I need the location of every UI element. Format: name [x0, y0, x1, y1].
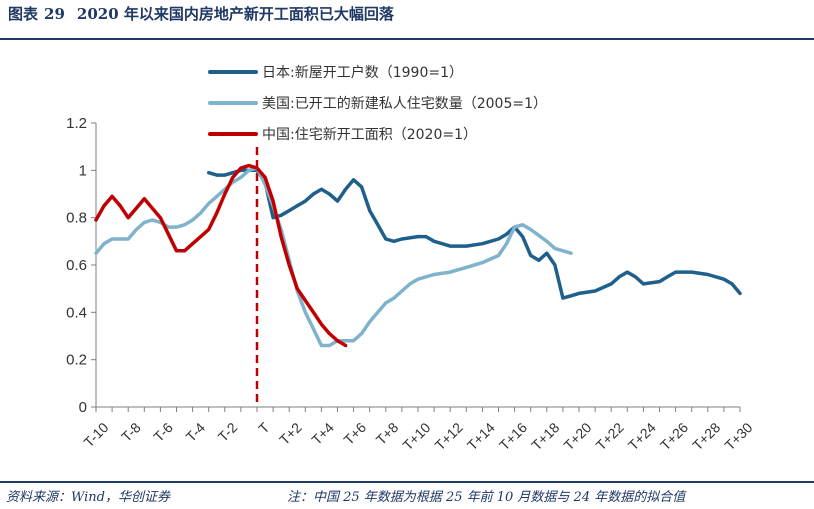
- x-tick-label: T: [255, 419, 273, 437]
- y-tick-label: 0: [79, 399, 87, 416]
- legend-china-label: 中国:住宅新开工面积（2020=1）: [262, 127, 477, 143]
- x-tick-label: T+10: [399, 419, 433, 453]
- line-chart: 0 0.2 0.4 0.6 0.8 1 1.2 T-10 T-8 T-6 T-4 T-2 T T+2 T+4…: [66, 64, 756, 453]
- x-tick-label: T+16: [496, 419, 530, 453]
- x-tick-label: T+28: [689, 419, 723, 453]
- x-tick-label: T+4: [308, 419, 337, 448]
- x-tick-label: T-8: [118, 419, 144, 445]
- japan-series-line: [206, 168, 742, 300]
- legend-japan-label: 日本:新屋开工户数（1990=1）: [262, 64, 463, 81]
- figure-title: 图表 29 2020 年以来国内房地产新开工面积已大幅回落: [8, 3, 394, 24]
- y-tick-label: 0.8: [66, 210, 87, 227]
- y-tick-label: 0.2: [66, 352, 87, 369]
- y-tick-label: 1: [79, 162, 87, 179]
- x-tick-label: T+26: [657, 419, 691, 453]
- y-tick-label: 1.2: [66, 115, 87, 132]
- usa-series-line: [94, 166, 573, 348]
- source-text: 资料来源：Wind，华创证券: [6, 490, 170, 505]
- china-series-line: [94, 163, 348, 348]
- legend-usa-label: 美国:已开工的新建私人住宅数量（2005=1）: [262, 96, 547, 112]
- x-tick-label: T-2: [215, 419, 241, 445]
- x-tick-label: T+22: [593, 419, 627, 453]
- x-tick-label: T+8: [373, 419, 402, 448]
- x-tick-label: T+14: [464, 419, 498, 453]
- x-tick-label: T-6: [150, 419, 176, 445]
- note-text: 注：中国 25 年数据为根据 25 年前 10 月数据与 24 年数据的拟合值: [287, 490, 686, 505]
- figure-title-text: 2020 年以来国内房地产新开工面积已大幅回落: [76, 5, 394, 23]
- x-tick-label: T-4: [183, 419, 209, 445]
- footer-divider: [0, 481, 814, 483]
- x-tick-label: T+18: [528, 419, 562, 453]
- x-tick-label: T+6: [340, 419, 369, 448]
- title-divider: [0, 38, 814, 40]
- y-tick-label: 0.6: [66, 257, 87, 274]
- x-tick-label: T+20: [560, 419, 594, 453]
- figure-number: 29: [44, 5, 65, 23]
- x-tick-label: T+2: [276, 419, 305, 448]
- x-tick-label: T+30: [721, 419, 755, 453]
- figure-label: 图表: [8, 5, 39, 23]
- x-tick-label: T-10: [80, 419, 111, 450]
- x-tick-label: T+12: [432, 419, 466, 453]
- y-tick-label: 0.4: [66, 304, 87, 321]
- x-tick-label: T+24: [625, 419, 659, 453]
